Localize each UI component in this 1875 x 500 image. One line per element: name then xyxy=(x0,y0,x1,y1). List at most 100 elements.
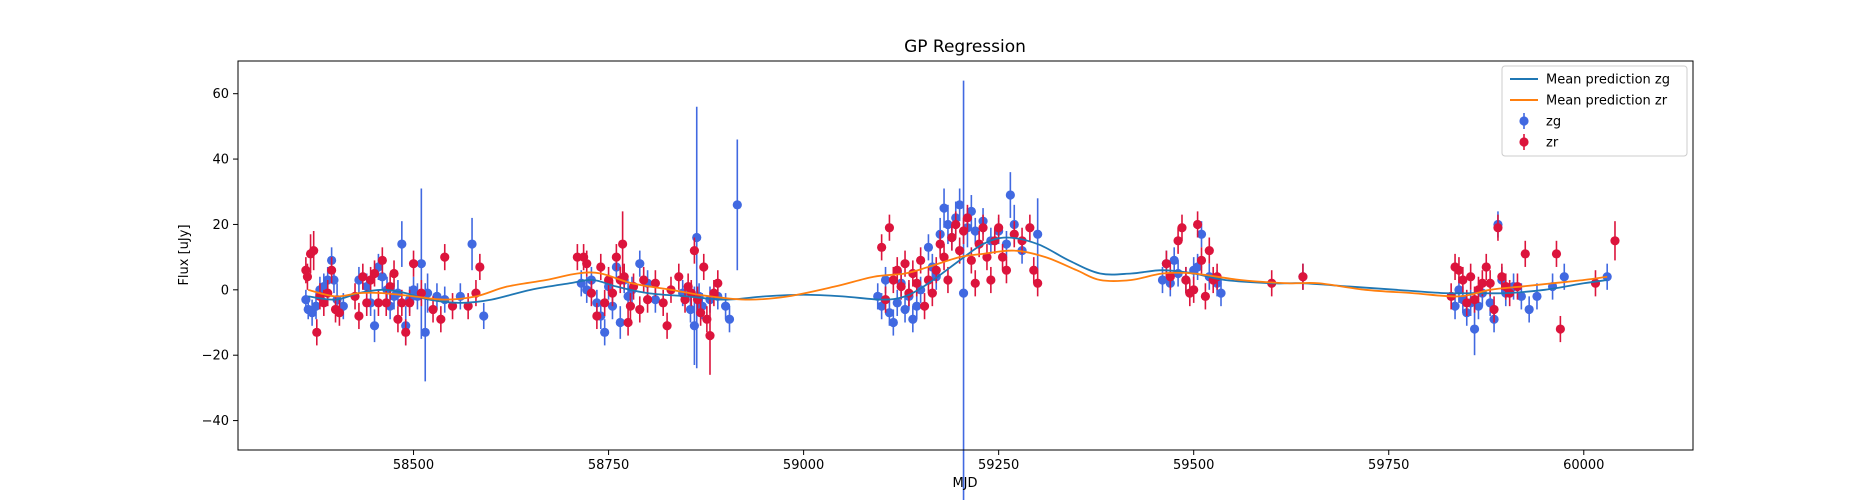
data-point xyxy=(596,262,606,272)
data-point xyxy=(1029,265,1039,275)
data-point xyxy=(916,255,926,266)
data-point xyxy=(309,245,319,256)
data-point xyxy=(440,252,450,262)
data-point xyxy=(475,262,485,272)
data-point xyxy=(1189,285,1199,295)
data-point xyxy=(888,317,898,328)
data-point xyxy=(709,288,719,298)
data-point xyxy=(607,288,618,298)
legend-box xyxy=(1501,65,1688,157)
data-point xyxy=(1033,278,1043,288)
data-point xyxy=(1450,301,1460,311)
data-point xyxy=(369,321,380,331)
data-point xyxy=(1196,229,1207,239)
data-point xyxy=(635,259,645,269)
data-point xyxy=(955,200,965,210)
data-point xyxy=(600,298,610,308)
data-point xyxy=(943,219,953,230)
data-point xyxy=(389,268,399,279)
data-point xyxy=(1001,265,1012,275)
data-point xyxy=(334,308,345,318)
x-tick-label: 60000 xyxy=(1563,458,1604,473)
data-point xyxy=(377,255,387,266)
data-point xyxy=(888,275,898,285)
data-point xyxy=(1454,265,1464,275)
data-point xyxy=(642,295,653,305)
data-point xyxy=(896,281,906,292)
legend-label: Mean prediction zr xyxy=(1546,94,1668,109)
data-point xyxy=(935,239,945,249)
data-point xyxy=(908,314,918,324)
x-axis: 58500 58750 59000 59250 59500 59750 60000 xyxy=(393,450,1604,473)
data-point xyxy=(1173,236,1183,246)
data-point xyxy=(447,301,458,311)
data-point xyxy=(1520,249,1530,259)
data-point xyxy=(1177,223,1187,233)
data-point xyxy=(958,226,969,236)
data-point xyxy=(1559,272,1569,282)
data-point xyxy=(997,252,1008,262)
data-point xyxy=(931,265,941,275)
chart-title: GP Regression xyxy=(904,37,1026,57)
data-point xyxy=(1469,324,1480,334)
data-point xyxy=(354,311,364,321)
data-point xyxy=(393,314,403,324)
y-tick-label: 40 xyxy=(212,153,229,168)
data-point xyxy=(405,298,415,308)
data-point xyxy=(912,278,922,288)
data-point xyxy=(1590,278,1601,288)
data-point xyxy=(1033,229,1043,239)
data-point xyxy=(362,298,372,308)
data-point xyxy=(327,265,337,275)
data-point xyxy=(680,295,690,305)
data-point xyxy=(611,252,621,262)
data-point xyxy=(978,223,988,233)
data-point xyxy=(884,223,895,233)
data-point xyxy=(702,314,712,324)
data-point xyxy=(900,304,910,315)
data-point xyxy=(994,223,1004,233)
data-point xyxy=(1161,259,1171,269)
data-point xyxy=(401,327,411,337)
data-point xyxy=(692,232,702,243)
data-point xyxy=(319,298,329,308)
data-point xyxy=(1493,223,1503,233)
data-point xyxy=(986,275,996,285)
data-point xyxy=(884,308,895,318)
data-point xyxy=(1157,275,1168,285)
data-point xyxy=(650,278,660,288)
data-point xyxy=(1181,275,1191,285)
data-point xyxy=(674,272,684,282)
data-point xyxy=(900,259,910,269)
data-point xyxy=(1481,262,1491,272)
data-point xyxy=(662,321,672,331)
data-point xyxy=(397,239,407,249)
data-point xyxy=(1524,304,1534,315)
data-point xyxy=(939,203,949,213)
data-point xyxy=(329,275,339,285)
data-point xyxy=(1204,245,1214,256)
data-point xyxy=(358,272,368,282)
data-point xyxy=(650,295,660,305)
y-tick-label: −40 xyxy=(202,414,229,429)
data-point xyxy=(947,232,957,243)
legend-label: zr xyxy=(1546,136,1559,151)
data-point xyxy=(479,311,489,321)
data-point xyxy=(1497,272,1507,282)
data-point xyxy=(1025,223,1035,233)
y-tick-label: 0 xyxy=(221,283,229,298)
data-point xyxy=(1200,291,1210,301)
legend: Mean prediction zg Mean prediction zr zg zr xyxy=(1501,65,1688,157)
x-tick-label: 59000 xyxy=(783,458,824,473)
data-point xyxy=(1489,304,1499,315)
legend-label: zg xyxy=(1546,115,1561,130)
data-point xyxy=(1485,278,1495,288)
data-point xyxy=(600,327,610,337)
data-point xyxy=(721,301,731,311)
data-point xyxy=(1169,255,1179,266)
data-point xyxy=(982,252,992,262)
data-point xyxy=(586,288,597,298)
plot-frame xyxy=(237,60,1694,451)
data-point xyxy=(639,275,649,285)
data-point xyxy=(713,278,723,288)
